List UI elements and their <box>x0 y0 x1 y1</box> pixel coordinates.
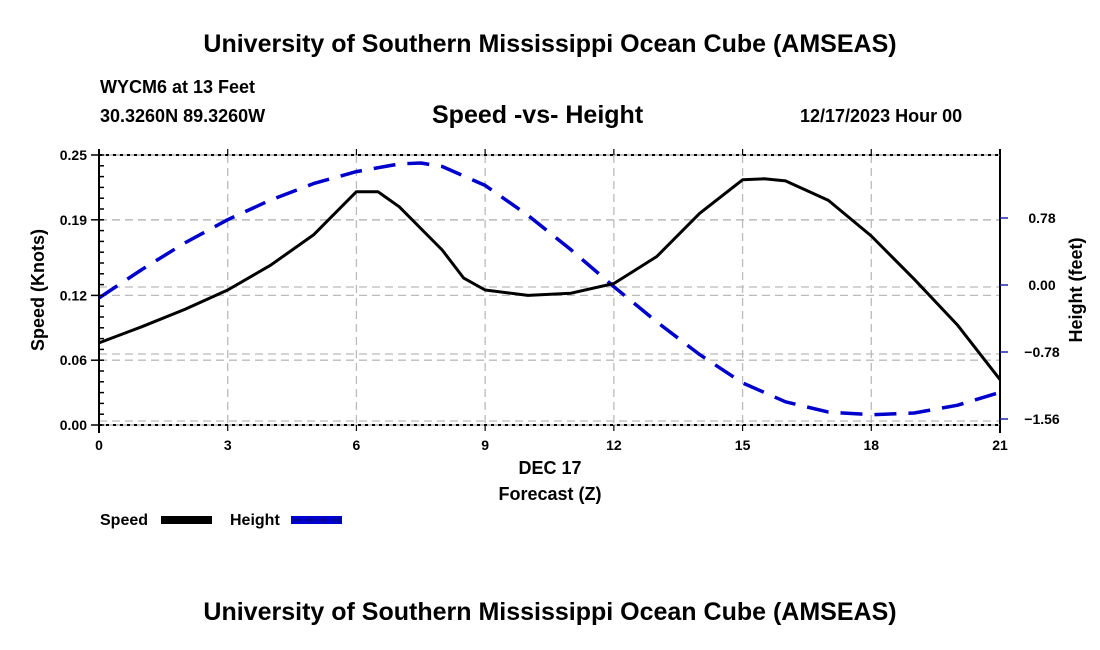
height-series-line <box>98 161 1001 417</box>
x-tick-label: 15 <box>735 437 751 453</box>
x-tick-label: 18 <box>863 437 879 453</box>
x-tick-label: 6 <box>353 437 361 453</box>
y-tick-label: 0.12 <box>60 287 87 303</box>
y-tick-label: 0.25 <box>60 147 87 163</box>
y-axis-title: Speed (Knots) <box>28 229 48 351</box>
legend: Speed Height <box>100 512 342 529</box>
y2-axis-title: Height (feet) <box>1066 238 1086 343</box>
y2-tick-label: −1.56 <box>1024 411 1060 427</box>
legend-speed-swatch <box>161 516 212 524</box>
legend-height-label: Height <box>230 512 280 529</box>
x-tick-label: 0 <box>95 437 103 453</box>
x-axis-title: Forecast (Z) <box>498 484 601 504</box>
y2-tick-label: 0.78 <box>1028 210 1055 226</box>
station-label: WYCM6 at 13 Feet <box>100 77 256 97</box>
series <box>98 161 1002 417</box>
legend-height-swatch <box>291 516 342 524</box>
y2-tick-label: 0.00 <box>1028 277 1055 293</box>
x-axis-sublabel: DEC 17 <box>518 458 581 478</box>
tick-labels: 0.00 0.06 0.12 0.19 0.25 −1.56 −0.78 0.00 0.78 0 3… <box>60 147 1060 453</box>
y-tick-label: 0.06 <box>60 352 87 368</box>
chart-subtitle: Speed -vs- Height <box>432 101 644 129</box>
coordinates-label: 30.3260N 89.3260W <box>100 106 266 126</box>
y-tick-label: 0.00 <box>60 417 87 433</box>
y-tick-label: 0.19 <box>60 212 87 228</box>
forecast-datetime: 12/17/2023 Hour 00 <box>800 106 963 126</box>
footer-title: University of Southern Mississippi Ocean… <box>203 598 897 626</box>
legend-speed-label: Speed <box>100 512 148 529</box>
main-title: University of Southern Mississippi Ocean… <box>203 30 897 58</box>
grid <box>99 154 1000 426</box>
x-tick-label: 12 <box>606 437 622 453</box>
y2-tick-label: −0.78 <box>1024 344 1060 360</box>
x-tick-label: 9 <box>481 437 489 453</box>
x-tick-label: 3 <box>224 437 232 453</box>
axes <box>91 149 1008 433</box>
x-tick-label: 21 <box>992 437 1008 453</box>
speed-series-line <box>98 177 1002 381</box>
